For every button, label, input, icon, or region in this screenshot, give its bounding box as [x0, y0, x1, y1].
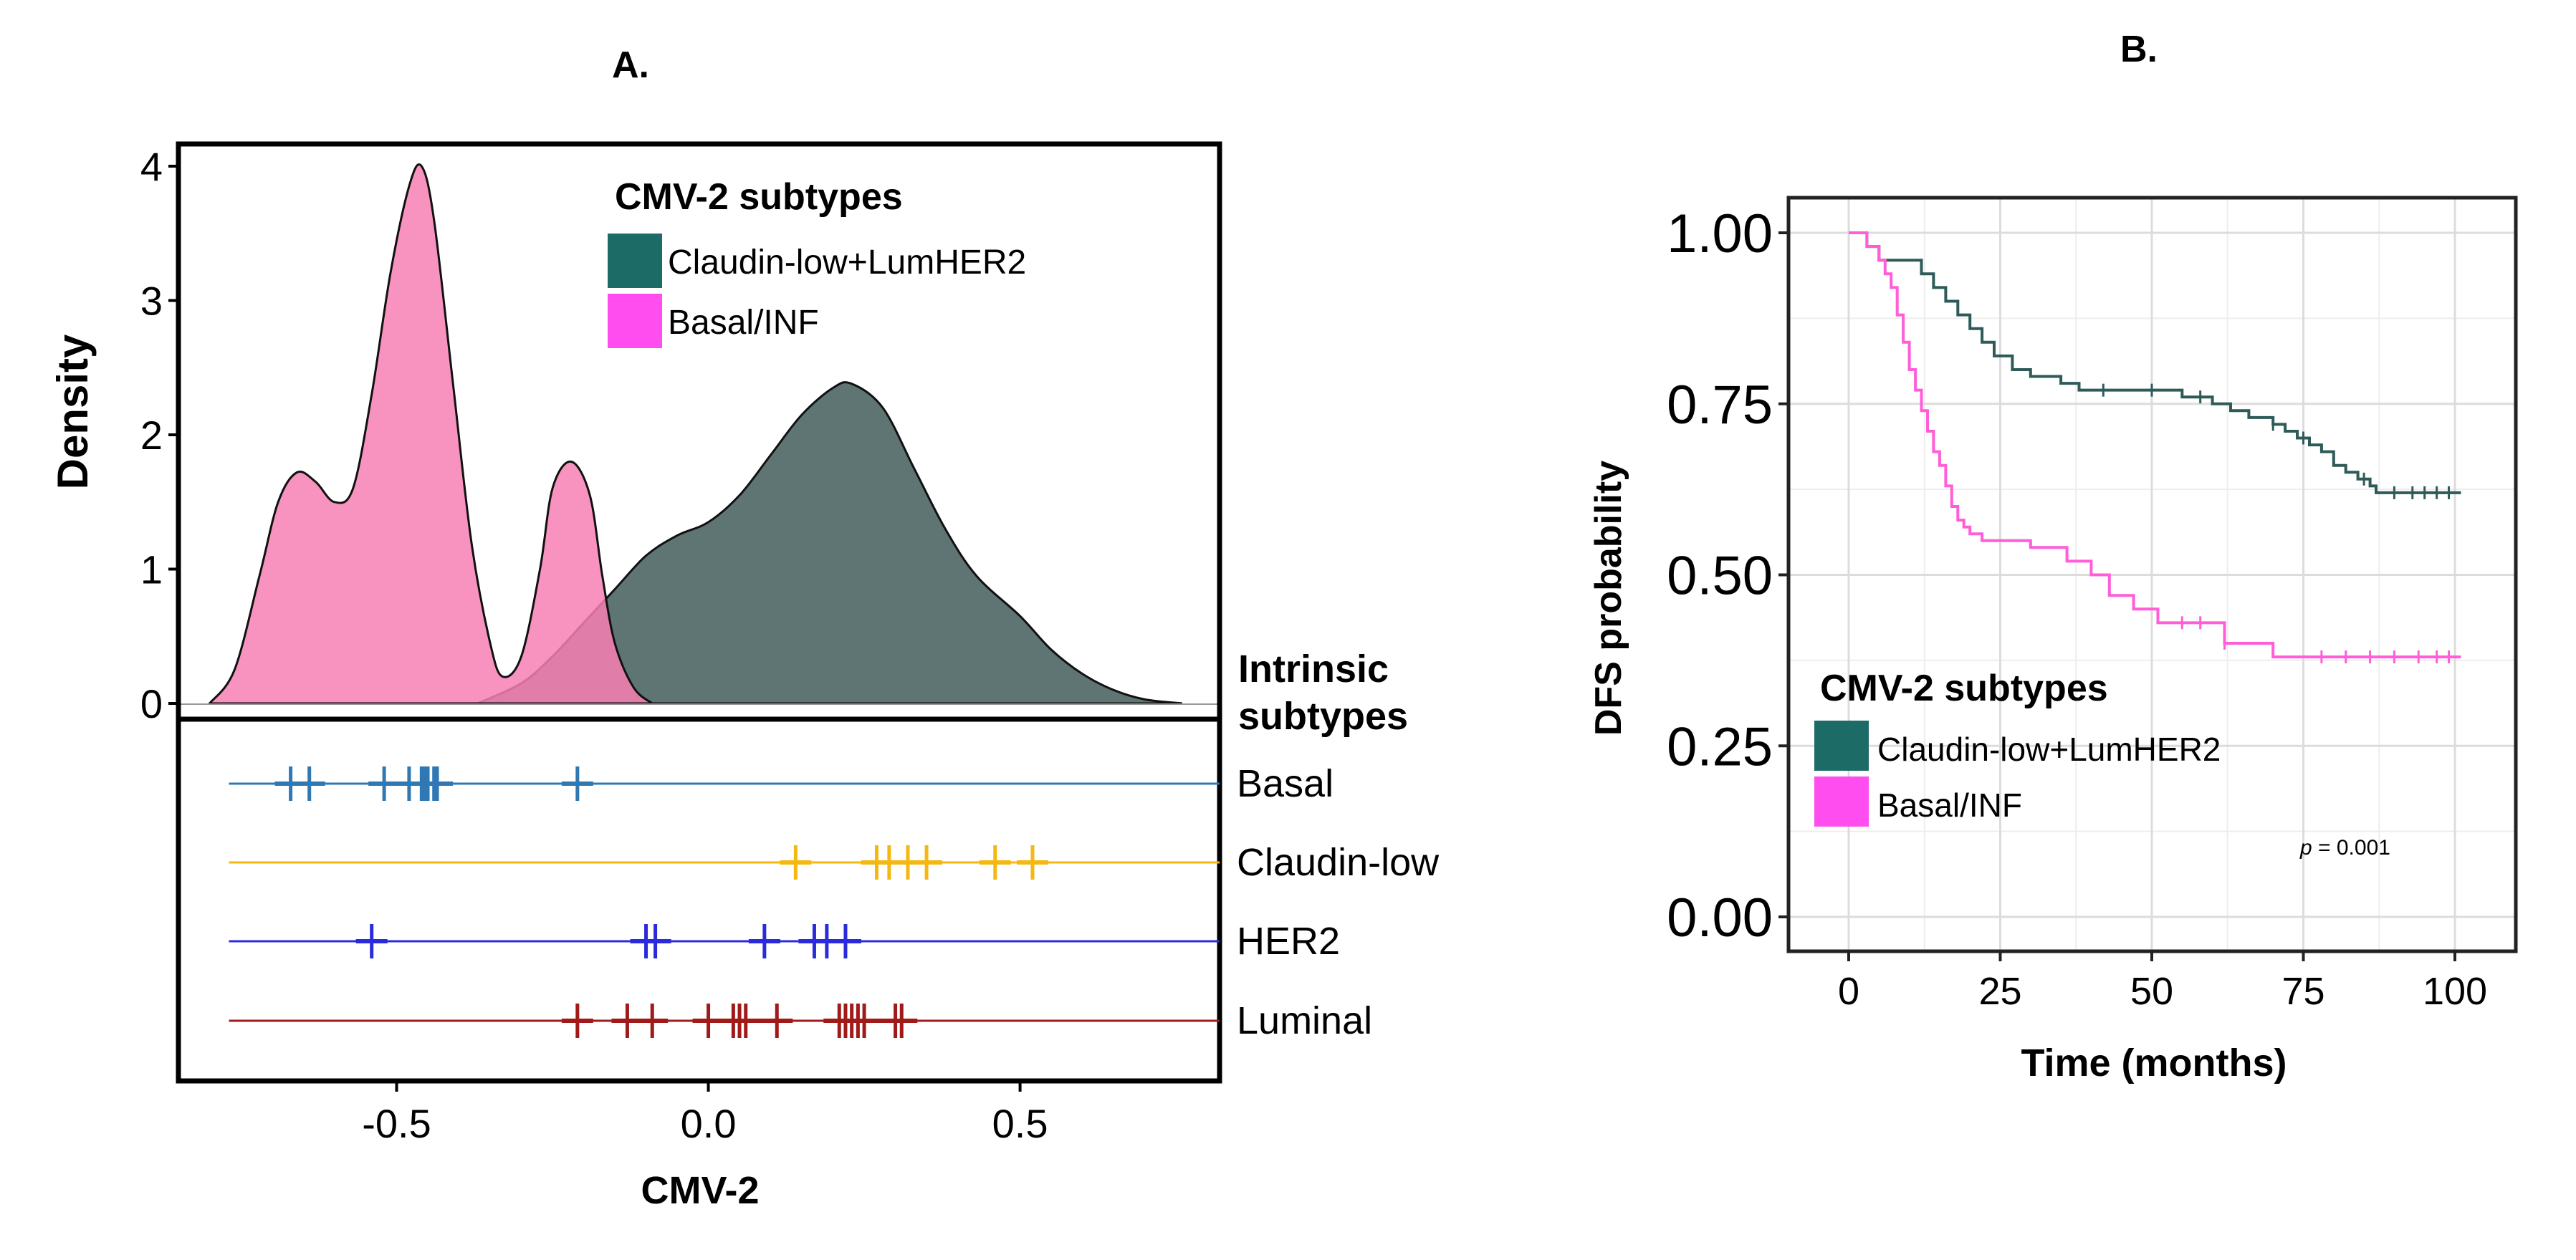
- a-density-basal-inf: [207, 163, 656, 705]
- b-legend-label-basal-inf: Basal/INF: [1877, 787, 2022, 824]
- a-rug-label-claudin-low: Claudin-low: [1237, 841, 1440, 884]
- b-curves: [1849, 231, 2461, 664]
- b-ytick-label: 0.50: [1667, 546, 1773, 607]
- a-xtick-label: 0.0: [681, 1101, 737, 1146]
- a-x-axis: -0.5 0.0 0.5: [362, 1081, 1048, 1146]
- a-rug-label-luminal: Luminal: [1237, 999, 1372, 1042]
- b-p-text: = 0.001: [2312, 836, 2390, 860]
- b-xtick-label: 100: [2423, 970, 2487, 1013]
- a-ytick-label: 0: [140, 681, 163, 726]
- b-ytick-label: 0.00: [1667, 888, 1773, 948]
- a-xlabel: CMV-2: [641, 1169, 759, 1212]
- b-xtick-label: 25: [1978, 970, 2021, 1013]
- b-xtick-label: 0: [1838, 970, 1859, 1013]
- b-curve-claudin-lumher2: [1849, 231, 2461, 494]
- a-density-claudin-lumher2: [477, 381, 1182, 705]
- b-legend-label-claudin-lumher2: Claudin-low+LumHER2: [1877, 731, 2221, 768]
- panel-a-label: A.: [612, 44, 649, 86]
- a-rug-frame: [176, 716, 1222, 1084]
- b-xtick-label: 50: [2130, 970, 2173, 1013]
- b-ytick-label: 0.75: [1667, 375, 1773, 436]
- a-legend-swatch-basal-inf: [608, 294, 662, 348]
- a-xtick-label: -0.5: [362, 1101, 431, 1146]
- b-ytick-label: 1.00: [1667, 203, 1773, 264]
- a-rug-plot: [229, 766, 1220, 1038]
- b-x-axis: 0 25 50 75 100: [1838, 951, 2487, 1013]
- b-y-axis: 0.00 0.25 0.50 0.75 1.00: [1667, 203, 1789, 948]
- b-legend: CMV-2 subtypes Claudin-low+LumHER2 Basal…: [1814, 668, 2221, 827]
- b-xtick-label: 75: [2281, 970, 2324, 1013]
- a-ytick-label: 1: [140, 547, 163, 592]
- a-legend: CMV-2 subtypes Claudin-low+LumHER2 Basal…: [608, 176, 1026, 348]
- b-ytick-label: 0.25: [1667, 716, 1773, 777]
- a-rug-label-her2: HER2: [1237, 920, 1340, 963]
- a-density-plot: [178, 163, 1220, 705]
- b-curve-basal-inf: [1849, 231, 2461, 659]
- a-ytick-label: 2: [140, 413, 163, 458]
- b-legend-swatch-basal-inf: [1814, 776, 1869, 827]
- b-legend-swatch-claudin-lumher2: [1814, 721, 1869, 771]
- a-ytick-label: 3: [140, 279, 163, 324]
- panel-a: A. Density 0 1 2 3 4 CMV-2 subtypes Claudin-…: [49, 44, 1440, 1212]
- b-p-symbol: p: [2299, 836, 2312, 860]
- a-xtick-label: 0.5: [992, 1101, 1048, 1146]
- a-y-axis: 0 1 2 3 4: [140, 144, 178, 726]
- panel-b: B. DFS probability 0.000.250.500.751.00 …: [1588, 29, 2518, 1085]
- b-xlabel: Time (months): [2021, 1042, 2287, 1085]
- a-legend-label-claudin-lumher2: Claudin-low+LumHER2: [668, 244, 1026, 282]
- b-legend-title: CMV-2 subtypes: [1820, 668, 2108, 709]
- panel-b-label: B.: [2120, 29, 2158, 70]
- a-rug-title-line2: subtypes: [1238, 695, 1408, 738]
- a-legend-label-basal-inf: Basal/INF: [668, 304, 819, 342]
- a-legend-title: CMV-2 subtypes: [615, 176, 903, 218]
- a-legend-swatch-claudin-lumher2: [608, 234, 662, 288]
- a-ytick-label: 4: [140, 144, 163, 189]
- a-rug-title-line1: Intrinsic: [1238, 648, 1389, 691]
- b-p-value: p = 0.001: [2299, 836, 2390, 860]
- b-ylabel: DFS probability: [1588, 461, 1629, 736]
- a-ylabel: Density: [49, 334, 97, 489]
- a-rug-label-basal: Basal: [1237, 762, 1334, 805]
